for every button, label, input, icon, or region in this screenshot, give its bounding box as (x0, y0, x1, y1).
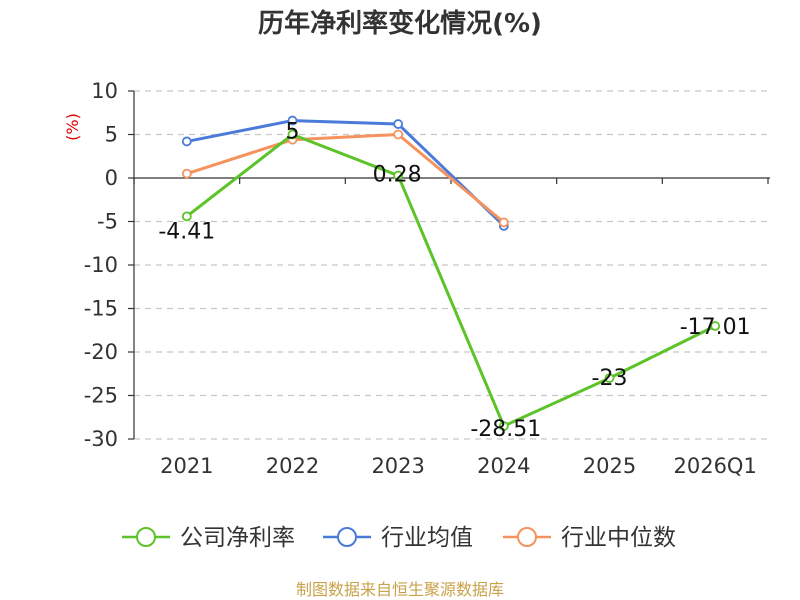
data-label: -4.41 (158, 219, 215, 244)
x-tick-label: 2024 (477, 454, 530, 478)
legend-item-0[interactable]: 公司净利率 (122, 525, 295, 551)
x-tick-label: 2021 (160, 454, 213, 478)
gridlines (134, 90, 768, 440)
axes: 10 5 0 -5 -10 -15 -20 -25 -30 2021 2022 2023 2024 202… (84, 79, 770, 478)
data-point[interactable] (287, 115, 298, 126)
y-tick-label: 0 (105, 166, 118, 190)
legend-item-1[interactable]: 行业均值 (323, 525, 473, 551)
x-tick-label: 2026Q1 (673, 454, 756, 478)
data-point[interactable] (498, 217, 509, 228)
data-labels: -4.41 5 0.28 -28.51 -23 -17.01 (158, 120, 750, 443)
legend-swatch-marker (136, 527, 156, 547)
y-tick-label: -15 (84, 297, 118, 321)
x-tick-label: 2022 (266, 454, 319, 478)
data-label: 0.28 (373, 163, 422, 188)
data-point[interactable] (498, 421, 509, 431)
data-point[interactable] (710, 321, 721, 331)
y-tick-label: -10 (84, 253, 118, 277)
data-point[interactable] (181, 211, 192, 222)
chart-title: 历年净利率变化情况(%) (258, 8, 542, 39)
data-point[interactable] (604, 373, 615, 384)
series-line-2 (186, 133, 505, 224)
x-tick-label: 2023 (371, 454, 424, 478)
y-tick-label: -20 (84, 340, 118, 364)
y-tick-label: 5 (105, 123, 118, 147)
legend-swatch-marker (337, 527, 357, 547)
data-label: -17.01 (680, 315, 751, 340)
series-group (181, 115, 721, 431)
y-tick-label: -30 (84, 427, 118, 451)
data-label: 5 (286, 120, 300, 145)
y-tick-label: -25 (84, 384, 118, 408)
data-label: -28.51 (470, 417, 541, 442)
data-point[interactable] (393, 170, 404, 181)
data-label: -23 (592, 366, 628, 391)
legend[interactable]: 公司净利率 行业均值 行业中位数 (122, 525, 676, 551)
legend-label: 行业均值 (381, 525, 473, 551)
x-tick-label: 2025 (583, 454, 636, 478)
data-point[interactable] (181, 136, 192, 147)
data-point[interactable] (393, 129, 404, 140)
series-line-0 (185, 133, 716, 428)
y-tick-label: -5 (97, 210, 118, 234)
legend-item-2[interactable]: 行业中位数 (503, 525, 676, 551)
legend-label: 公司净利率 (180, 525, 295, 551)
y-axis-label: (%) (63, 113, 82, 141)
data-point[interactable] (393, 119, 404, 129)
y-tick-label: 10 (91, 79, 118, 103)
series-line-1 (186, 119, 505, 227)
data-point[interactable] (287, 129, 298, 140)
legend-label: 行业中位数 (561, 525, 676, 551)
source-note: 制图数据来自恒生聚源数据库 (296, 580, 504, 599)
legend-swatch-marker (517, 527, 537, 547)
data-point[interactable] (181, 168, 192, 179)
